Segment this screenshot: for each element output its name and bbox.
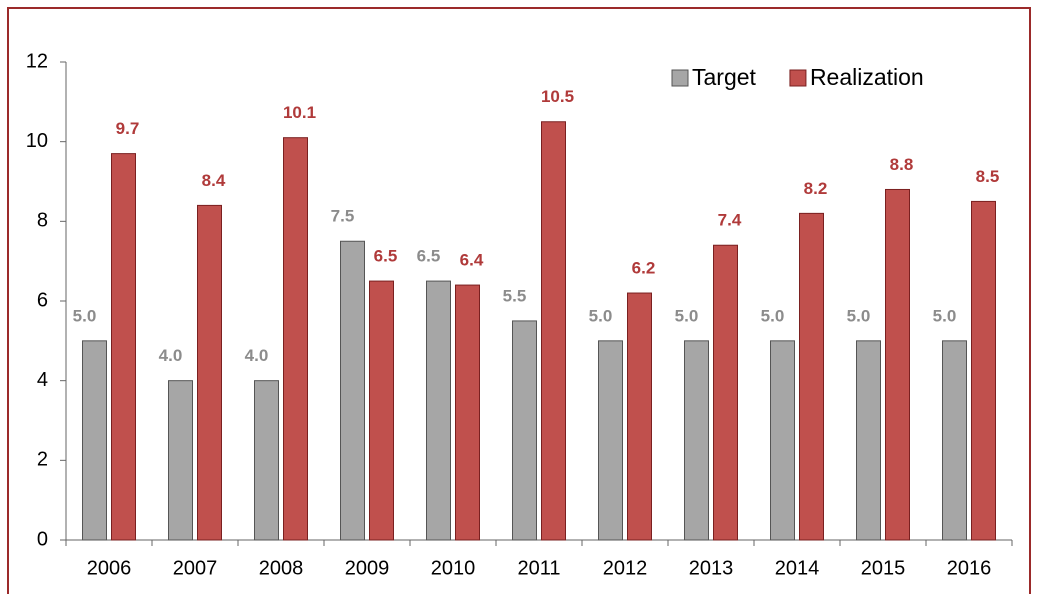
value-label: 5.0 — [589, 306, 613, 325]
bar — [283, 137, 308, 541]
x-tick-label: 2012 — [603, 557, 648, 579]
bar — [713, 244, 738, 541]
value-label: 8.8 — [890, 155, 914, 174]
x-tick-label: 2008 — [259, 557, 304, 579]
x-tick-label: 2007 — [173, 557, 218, 579]
bar — [512, 320, 537, 541]
value-label: 6.4 — [460, 251, 484, 270]
bar — [856, 340, 881, 541]
legend-swatch — [671, 69, 689, 87]
value-label: 5.0 — [847, 306, 871, 325]
value-label: 10.1 — [283, 103, 316, 122]
value-label: 4.0 — [159, 346, 183, 365]
bar — [82, 340, 107, 541]
bar — [770, 340, 795, 541]
x-tick-label: 2010 — [431, 557, 476, 579]
x-tick-label: 2016 — [947, 557, 992, 579]
value-label: 4.0 — [245, 346, 269, 365]
value-label: 5.0 — [73, 306, 97, 325]
legend-label: Realization — [810, 64, 924, 90]
value-label: 8.4 — [202, 171, 226, 190]
bar — [684, 340, 709, 541]
bar — [369, 280, 394, 541]
bar — [168, 380, 193, 541]
value-label: 10.5 — [541, 87, 574, 106]
bar — [598, 340, 623, 541]
x-tick-label: 2014 — [775, 557, 820, 579]
bar — [627, 292, 652, 541]
legend-label: Target — [692, 64, 757, 90]
legend-swatch — [789, 69, 807, 87]
value-label: 7.5 — [331, 207, 355, 226]
value-label: 8.2 — [804, 179, 828, 198]
x-tick-label: 2006 — [87, 557, 132, 579]
x-tick-label: 2015 — [861, 557, 906, 579]
bar — [885, 188, 910, 541]
value-label: 9.7 — [116, 119, 140, 138]
value-label: 5.5 — [503, 286, 527, 305]
bar — [799, 212, 824, 541]
bar — [197, 204, 222, 541]
bar — [942, 340, 967, 541]
x-tick-label: 2013 — [689, 557, 734, 579]
bar — [541, 121, 566, 541]
value-label: 5.0 — [761, 306, 785, 325]
bar — [426, 280, 451, 541]
value-label: 8.5 — [976, 167, 1000, 186]
bar — [254, 380, 279, 541]
bar — [111, 153, 136, 541]
frame — [7, 7, 1031, 594]
bar — [971, 200, 996, 541]
y-tick-label: 4 — [37, 369, 48, 391]
bar — [340, 240, 365, 541]
x-tick-label: 2009 — [345, 557, 390, 579]
bar — [455, 284, 480, 541]
value-label: 5.0 — [675, 306, 699, 325]
y-tick-label: 12 — [26, 50, 48, 72]
y-tick-label: 2 — [37, 449, 48, 471]
y-tick-label: 0 — [37, 528, 48, 550]
y-tick-label: 6 — [37, 289, 48, 311]
x-tick-label: 2011 — [517, 557, 560, 579]
value-label: 6.5 — [417, 247, 441, 266]
value-label: 7.4 — [718, 211, 742, 230]
value-label: 6.5 — [374, 247, 398, 266]
value-label: 6.2 — [632, 259, 656, 278]
y-tick-label: 8 — [37, 210, 48, 232]
value-label: 5.0 — [933, 306, 957, 325]
y-tick-label: 10 — [26, 130, 48, 152]
